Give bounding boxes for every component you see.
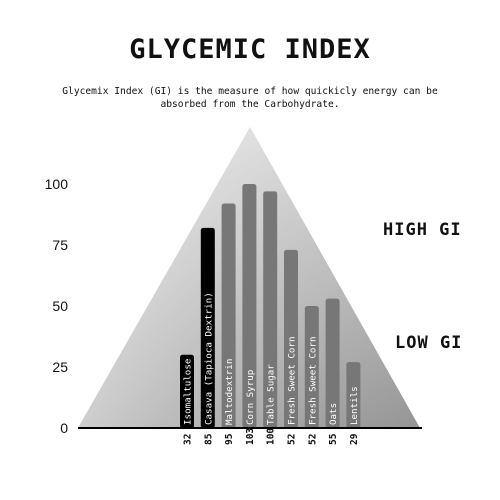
bar	[304, 306, 319, 428]
bar-value-label: 95	[224, 433, 235, 445]
bar-value-label: 32	[183, 434, 194, 445]
bar-category-label: Isomaltulose	[183, 359, 194, 425]
bar	[284, 249, 298, 428]
bar-value-label: 103	[245, 428, 256, 445]
bar-category-label: Lentils	[349, 386, 360, 425]
y-tick-label: 25	[52, 359, 68, 375]
bar	[346, 362, 361, 428]
bar	[325, 298, 340, 428]
low-gi-label: LOW GI	[395, 333, 463, 353]
page-title: GLYCEMIC INDEX	[129, 34, 371, 65]
y-tick-label: 100	[45, 176, 69, 192]
bar	[200, 227, 215, 428]
y-tick-label: 0	[60, 420, 68, 436]
bar	[242, 184, 257, 428]
bar-value-label: 52	[307, 434, 318, 445]
bar-category-label: Maltodextrin	[224, 359, 235, 425]
bar-value-label: 85	[203, 433, 214, 445]
bar-category-label: Fresh Sweet Corn	[307, 336, 318, 425]
bar-value-label: 52	[287, 434, 298, 445]
bar-category-label: Oats	[328, 403, 339, 425]
subtitle: Glycemix Index (GI) is the measure of ho…	[62, 86, 438, 110]
bar-value-label: 55	[328, 433, 339, 445]
bar	[221, 203, 236, 428]
bar-value-label: 29	[349, 433, 360, 445]
bar-category-label: Corn Syrup	[245, 370, 256, 425]
bar	[180, 354, 194, 428]
y-tick-label: 75	[52, 237, 68, 253]
high-gi-label: HIGH GI	[383, 220, 462, 240]
bar-category-label: Fresh Sweet Corn	[287, 336, 298, 425]
bar-category-label: Casava (Tapioca Dextrin)	[203, 292, 214, 425]
bar	[263, 191, 278, 428]
y-tick-label: 50	[52, 298, 68, 314]
bar-category-label: Table Sugar	[266, 364, 277, 425]
bar-value-label: 100	[266, 428, 277, 445]
